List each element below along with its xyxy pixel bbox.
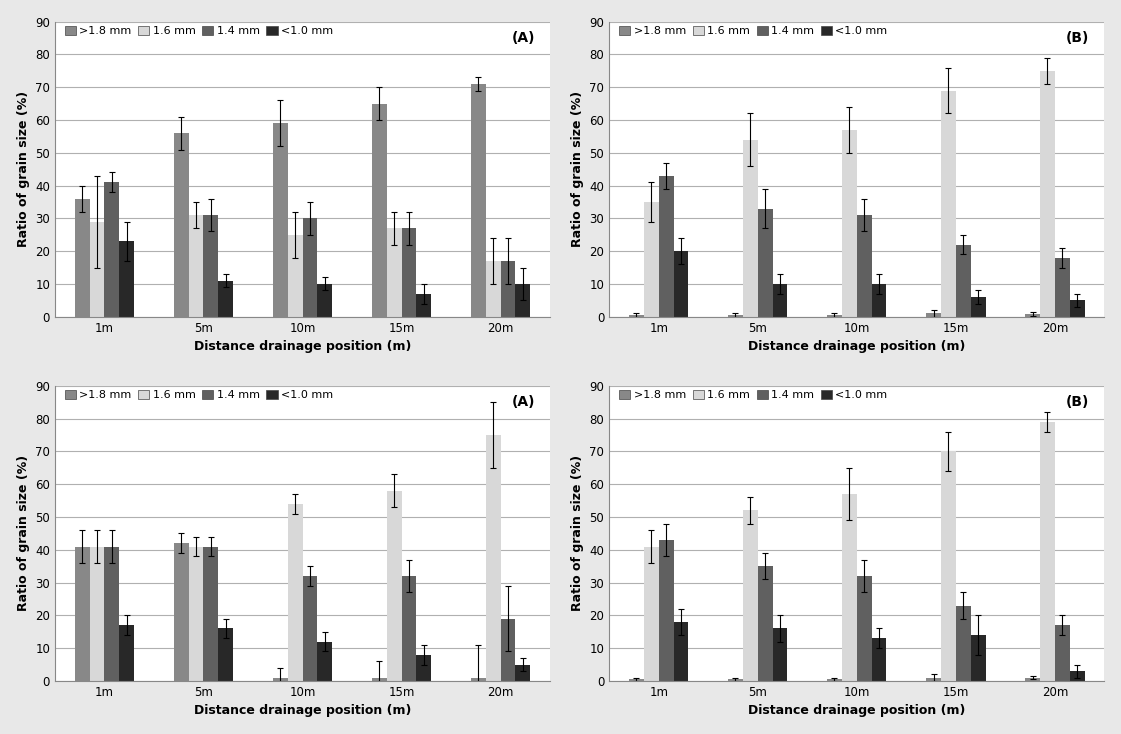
Bar — [1025, 677, 1040, 681]
Bar — [75, 547, 90, 681]
Bar — [842, 494, 856, 681]
Bar — [501, 619, 516, 681]
Bar — [219, 280, 233, 316]
Text: (A): (A) — [511, 31, 535, 45]
Bar — [416, 294, 432, 316]
X-axis label: Distance drainage position (m): Distance drainage position (m) — [748, 705, 965, 717]
Bar — [941, 451, 956, 681]
Bar — [1040, 71, 1055, 316]
Bar — [772, 284, 787, 316]
X-axis label: Distance drainage position (m): Distance drainage position (m) — [194, 340, 411, 353]
Bar — [728, 679, 743, 681]
Bar — [1069, 671, 1084, 681]
Bar — [288, 504, 303, 681]
Bar — [401, 576, 416, 681]
Bar — [1069, 300, 1084, 316]
Bar — [90, 222, 104, 316]
Bar — [372, 677, 387, 681]
Bar — [288, 235, 303, 316]
Bar — [174, 543, 188, 681]
Bar — [971, 635, 985, 681]
Bar — [643, 202, 659, 316]
Legend: >1.8 mm, 1.6 mm, 1.4 mm, <1.0 mm: >1.8 mm, 1.6 mm, 1.4 mm, <1.0 mm — [614, 21, 891, 40]
Legend: >1.8 mm, 1.6 mm, 1.4 mm, <1.0 mm: >1.8 mm, 1.6 mm, 1.4 mm, <1.0 mm — [614, 385, 891, 405]
Bar — [1025, 314, 1040, 316]
Bar — [104, 182, 119, 316]
Bar — [856, 215, 872, 316]
Bar — [872, 284, 887, 316]
Bar — [303, 218, 317, 316]
Bar — [758, 208, 772, 316]
Bar — [926, 313, 941, 316]
Bar — [629, 679, 643, 681]
Bar — [956, 244, 971, 316]
Legend: >1.8 mm, 1.6 mm, 1.4 mm, <1.0 mm: >1.8 mm, 1.6 mm, 1.4 mm, <1.0 mm — [61, 21, 337, 40]
Bar — [204, 547, 219, 681]
Bar — [842, 130, 856, 316]
X-axis label: Distance drainage position (m): Distance drainage position (m) — [194, 705, 411, 717]
Bar — [174, 133, 188, 316]
Bar — [772, 628, 787, 681]
Bar — [188, 547, 204, 681]
Bar — [827, 679, 842, 681]
Bar — [743, 139, 758, 316]
Bar — [272, 123, 288, 316]
Bar — [119, 241, 135, 316]
Bar — [856, 576, 872, 681]
Bar — [516, 284, 530, 316]
Bar — [674, 622, 688, 681]
X-axis label: Distance drainage position (m): Distance drainage position (m) — [748, 340, 965, 353]
Bar — [643, 547, 659, 681]
Text: (B): (B) — [1066, 31, 1090, 45]
Bar — [516, 664, 530, 681]
Bar — [387, 491, 401, 681]
Bar — [1040, 422, 1055, 681]
Bar — [485, 435, 501, 681]
Bar — [90, 547, 104, 681]
Bar — [941, 90, 956, 316]
Text: (A): (A) — [511, 395, 535, 409]
Bar — [317, 284, 332, 316]
Bar — [75, 199, 90, 316]
Bar — [971, 297, 985, 316]
Y-axis label: Ratio of grain size (%): Ratio of grain size (%) — [17, 91, 29, 247]
Bar — [387, 228, 401, 316]
Y-axis label: Ratio of grain size (%): Ratio of grain size (%) — [571, 91, 584, 247]
Bar — [501, 261, 516, 316]
Bar — [872, 639, 887, 681]
Bar — [659, 540, 674, 681]
Bar — [188, 215, 204, 316]
Bar — [471, 84, 485, 316]
Bar — [728, 315, 743, 316]
Bar — [416, 655, 432, 681]
Bar — [827, 315, 842, 316]
Legend: >1.8 mm, 1.6 mm, 1.4 mm, <1.0 mm: >1.8 mm, 1.6 mm, 1.4 mm, <1.0 mm — [61, 385, 337, 405]
Bar — [372, 103, 387, 316]
Bar — [758, 566, 772, 681]
Bar — [119, 625, 135, 681]
Bar — [956, 606, 971, 681]
Bar — [629, 315, 643, 316]
Text: (B): (B) — [1066, 395, 1090, 409]
Bar — [401, 228, 416, 316]
Bar — [485, 261, 501, 316]
Bar — [1055, 258, 1069, 316]
Bar — [317, 642, 332, 681]
Bar — [303, 576, 317, 681]
Bar — [659, 175, 674, 316]
Bar — [743, 510, 758, 681]
Y-axis label: Ratio of grain size (%): Ratio of grain size (%) — [571, 455, 584, 611]
Bar — [219, 628, 233, 681]
Y-axis label: Ratio of grain size (%): Ratio of grain size (%) — [17, 455, 29, 611]
Bar — [104, 547, 119, 681]
Bar — [926, 677, 941, 681]
Bar — [471, 677, 485, 681]
Bar — [674, 251, 688, 316]
Bar — [204, 215, 219, 316]
Bar — [1055, 625, 1069, 681]
Bar — [272, 677, 288, 681]
